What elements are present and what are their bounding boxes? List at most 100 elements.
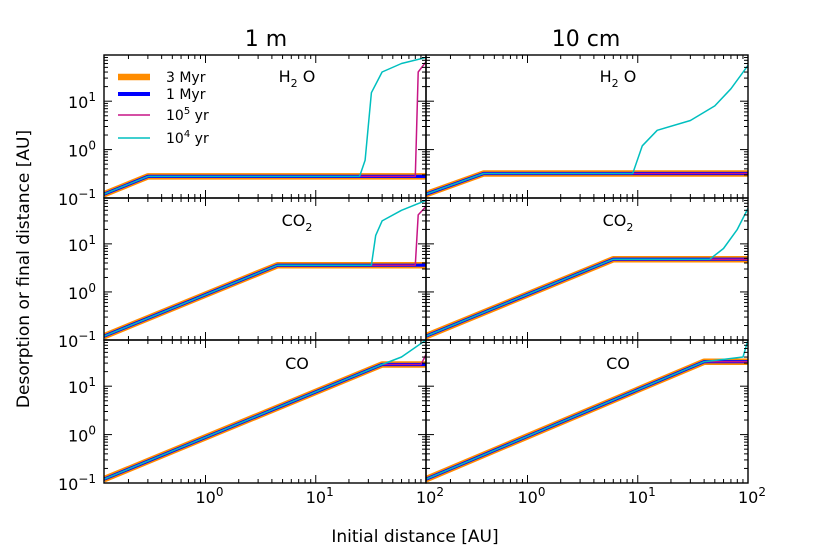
y-tick-label: 100: [68, 281, 96, 303]
x-tick-label: 101: [306, 485, 334, 507]
panel-co-1m: [104, 340, 426, 483]
species-label-main: H: [600, 67, 612, 86]
y-tick-label-exponent: −1: [78, 472, 96, 486]
species-label-tail: O: [619, 67, 637, 86]
series-line-3-myr: [426, 358, 748, 483]
legend-label: 105 yr: [166, 106, 209, 124]
y-tick-label-base: 10: [68, 427, 88, 446]
y-tick-label-base: 10: [58, 190, 78, 209]
species-label: H2 O: [279, 67, 316, 90]
y-tick-label: 10−1: [58, 187, 96, 209]
legend-label-main: 3 Myr: [166, 70, 206, 86]
series-line-3-myr: [104, 261, 426, 340]
series-line-104-yr: [104, 199, 426, 337]
y-tick-label-exponent: −1: [78, 329, 96, 343]
x-tick-label-exponent: 1: [648, 485, 656, 499]
curves-layer: [104, 56, 748, 483]
y-tick-label-exponent: 0: [88, 281, 96, 295]
species-label-main: CO: [285, 354, 309, 373]
species-label-main: H: [279, 67, 291, 86]
x-axis-label: Initial distance [AU]: [331, 527, 498, 547]
x-tick-label: 100: [518, 485, 546, 507]
series-line-3-myr: [104, 173, 426, 198]
legend-label-tail: yr: [190, 108, 209, 124]
y-tick-label-exponent: −1: [78, 187, 96, 201]
y-tick-label: 10−1: [58, 472, 96, 494]
x-tick-label-base: 10: [628, 488, 648, 507]
species-label-subscript: 2: [612, 77, 619, 90]
x-tick-label-exponent: 1: [326, 485, 334, 499]
x-tick-label-exponent: 0: [538, 485, 546, 499]
species-label-main: CO: [282, 211, 306, 230]
y-tick-label: 10−1: [58, 329, 96, 351]
y-tick-label: 101: [68, 375, 96, 397]
species-label: CO: [285, 354, 309, 373]
y-tick-label: 100: [68, 139, 96, 161]
species-label: CO2: [282, 211, 313, 234]
x-tick-label-base: 10: [196, 488, 216, 507]
panel-co-10cm: [426, 340, 748, 483]
tick-labels: 100 101 102 100 101 10210−110010110−110010110…: [58, 90, 766, 507]
species-label-tail: O: [298, 67, 316, 86]
species-label-subscript: 2: [626, 221, 633, 234]
legend-label-main: 10: [166, 131, 184, 147]
species-label-main: CO: [603, 211, 627, 230]
y-tick-label-base: 10: [58, 332, 78, 351]
species-label: CO2: [603, 211, 634, 234]
legend-label: 1 Myr: [166, 87, 206, 103]
y-tick-label-exponent: 0: [88, 424, 96, 438]
series-line-104-yr: [426, 207, 748, 337]
species-label-subscript: 2: [291, 77, 298, 90]
series-line-104-yr: [104, 340, 426, 480]
tick-marks: [104, 54, 749, 484]
legend-label-tail: yr: [190, 131, 209, 147]
y-tick-label-base: 10: [58, 475, 78, 494]
x-tick-label-base: 10: [416, 488, 436, 507]
x-tick-label-base: 10: [738, 488, 758, 507]
y-tick-label-exponent: 1: [88, 233, 96, 247]
panel-h2o-10cm: [426, 64, 748, 198]
column-title-10cm: 10 cm: [552, 27, 621, 52]
y-axis-label: Desorption or final distance [AU]: [14, 130, 34, 408]
y-tick-label: 100: [68, 424, 96, 446]
x-tick-label: 101: [628, 485, 656, 507]
species-label-main: CO: [606, 354, 630, 373]
y-tick-label-base: 10: [68, 93, 88, 112]
species-label-subscript: 2: [305, 221, 312, 234]
y-tick-label-base: 10: [68, 378, 88, 397]
x-tick-label-exponent: 2: [758, 485, 766, 499]
x-tick-label: 100: [196, 485, 224, 507]
panel-co2-1m: [104, 199, 426, 340]
y-tick-label-exponent: 1: [88, 375, 96, 389]
y-tick-label-base: 10: [68, 142, 88, 161]
y-tick-label: 101: [68, 233, 96, 255]
series-line-104-yr: [426, 64, 748, 195]
x-tick-label-exponent: 0: [216, 485, 224, 499]
x-tick-label: 102: [738, 485, 766, 507]
y-tick-label-exponent: 1: [88, 90, 96, 104]
legend-label-exponent: 5: [184, 106, 190, 117]
legend-label: 3 Myr: [166, 70, 206, 86]
x-tick-label-exponent: 2: [436, 485, 444, 499]
panel-co2-10cm: [426, 207, 748, 340]
legend-label-exponent: 4: [184, 129, 190, 140]
species-label: CO: [606, 354, 630, 373]
series-line-104-yr: [104, 56, 426, 195]
y-tick-label-base: 10: [68, 236, 88, 255]
y-tick-label-exponent: 0: [88, 139, 96, 153]
legend-label-main: 1 Myr: [166, 87, 206, 103]
legend-label-main: 10: [166, 108, 184, 124]
species-label: H2 O: [600, 67, 637, 90]
column-title-1m: 1 m: [245, 27, 287, 52]
x-tick-label-base: 10: [518, 488, 538, 507]
x-tick-label-base: 10: [306, 488, 326, 507]
y-tick-label-base: 10: [68, 284, 88, 303]
x-tick-label: 102: [416, 485, 444, 507]
panel-h2o-1m: [104, 56, 426, 198]
y-tick-label: 101: [68, 90, 96, 112]
series-line-3-myr: [104, 361, 426, 483]
legend-label: 104 yr: [166, 129, 209, 147]
